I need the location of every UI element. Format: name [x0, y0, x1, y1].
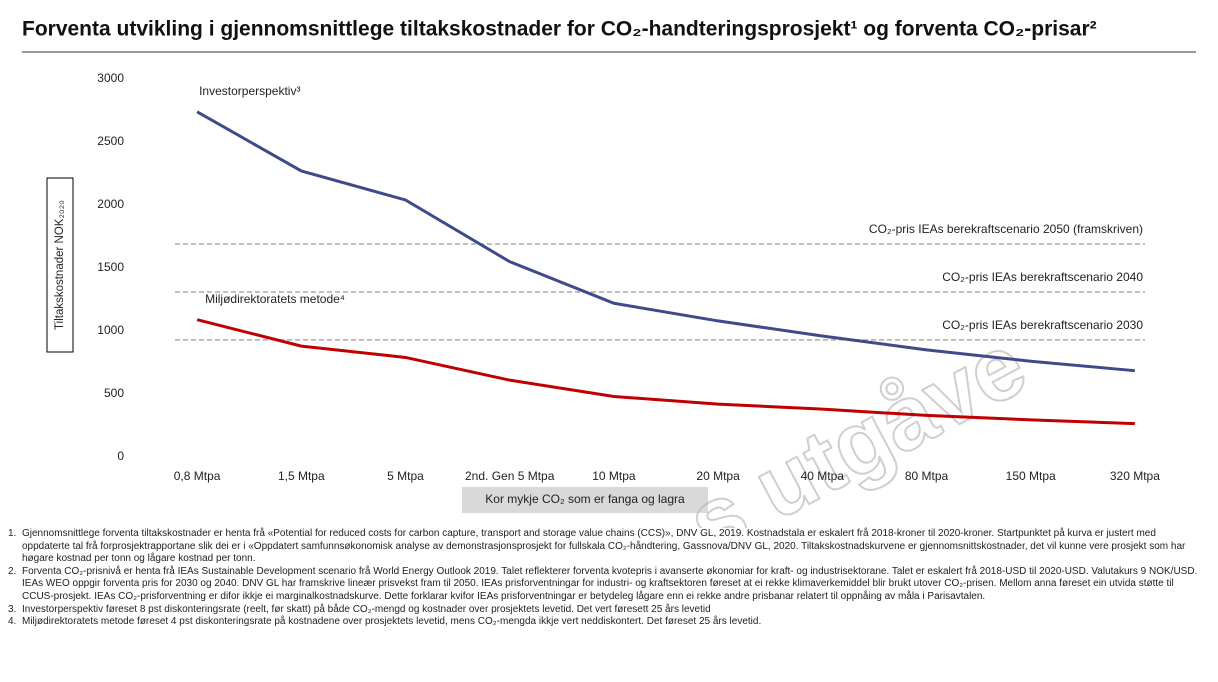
x-tick-label: 320 Mtpa — [1110, 469, 1160, 483]
footnote-text: Miljødirektoratets metode føreset 4 pst … — [22, 616, 762, 628]
x-label-box — [462, 487, 708, 513]
x-tick-label: 40 Mtpa — [801, 469, 845, 483]
reference-label: CO₂-pris IEAs berekraftscenario 2040 — [942, 270, 1143, 284]
footnote-number: 2. — [8, 565, 17, 577]
series-line — [196, 110, 1136, 373]
footnote-text: Investorperspektiv føreset 8 pst diskont… — [22, 603, 711, 615]
y-tick-label: 3000 — [97, 71, 124, 85]
x-axis-label: Kor mykje CO₂ som er fanga og lagra — [485, 492, 685, 506]
x-tick-label: 5 Mtpa — [387, 469, 424, 483]
chart: Forventa utvikling i gjennomsnittlege ti… — [22, 18, 1196, 528]
y-label-box — [46, 177, 74, 353]
y-tick-label: 1500 — [97, 260, 124, 274]
reference-label: CO₂-pris IEAs berekraftscenario 2050 (fr… — [869, 222, 1143, 236]
x-tick-label: 0,8 Mtpa — [174, 469, 221, 483]
x-tick-label: 1,5 Mtpa — [278, 469, 325, 483]
x-tick-label: 2nd. Gen 5 Mtpa — [465, 469, 555, 483]
footnote: 3. Investorperspektiv føreset 8 pst disko… — [8, 604, 1204, 617]
footnote-text: Gjennomsnittlege forventa tiltakskostnad… — [22, 528, 1186, 565]
series-line — [196, 318, 1135, 426]
footnote-number: 3. — [8, 603, 17, 615]
footnote-number: 4. — [8, 616, 17, 628]
y-tick-label: 500 — [104, 386, 124, 400]
x-tick-label: 10 Mtpa — [592, 469, 636, 483]
x-tick-label: 20 Mtpa — [696, 469, 740, 483]
footnote-number: 1. — [8, 528, 17, 539]
chart-title: Forventa utvikling i gjennomsnittlege ti… — [22, 18, 1097, 41]
series-label: Miljødirektoratets metode⁴ — [205, 292, 345, 306]
reference-label: CO₂-pris IEAs berekraftscenario 2030 — [942, 318, 1143, 332]
y-tick-label: 1000 — [97, 323, 124, 337]
y-tick-label: 2000 — [97, 197, 124, 211]
x-tick-label: 80 Mtpa — [905, 469, 949, 483]
x-tick-label: 150 Mtpa — [1006, 469, 1056, 483]
footnotes: 1. Gjennomsnittlege forventa tiltakskostn… — [8, 528, 1204, 629]
watermark: s utgåve — [672, 315, 1041, 528]
footnote-text: Forventa CO₂-prisnivå er henta frå IEAs … — [22, 565, 1198, 602]
y-axis-label: Tiltakskostnader NOK₂₀₂₀ — [54, 200, 66, 330]
footnote: 2. Forventa CO₂-prisnivå er henta frå IEA… — [8, 566, 1204, 604]
series-label: Investorperspektiv³ — [199, 84, 300, 98]
footnote: 4. Miljødirektoratets metode føreset 4 ps… — [8, 616, 1204, 629]
y-tick-label: 2500 — [97, 134, 124, 148]
y-tick-label: 0 — [117, 449, 124, 463]
footnote: 1. Gjennomsnittlege forventa tiltakskostn… — [8, 528, 1204, 566]
